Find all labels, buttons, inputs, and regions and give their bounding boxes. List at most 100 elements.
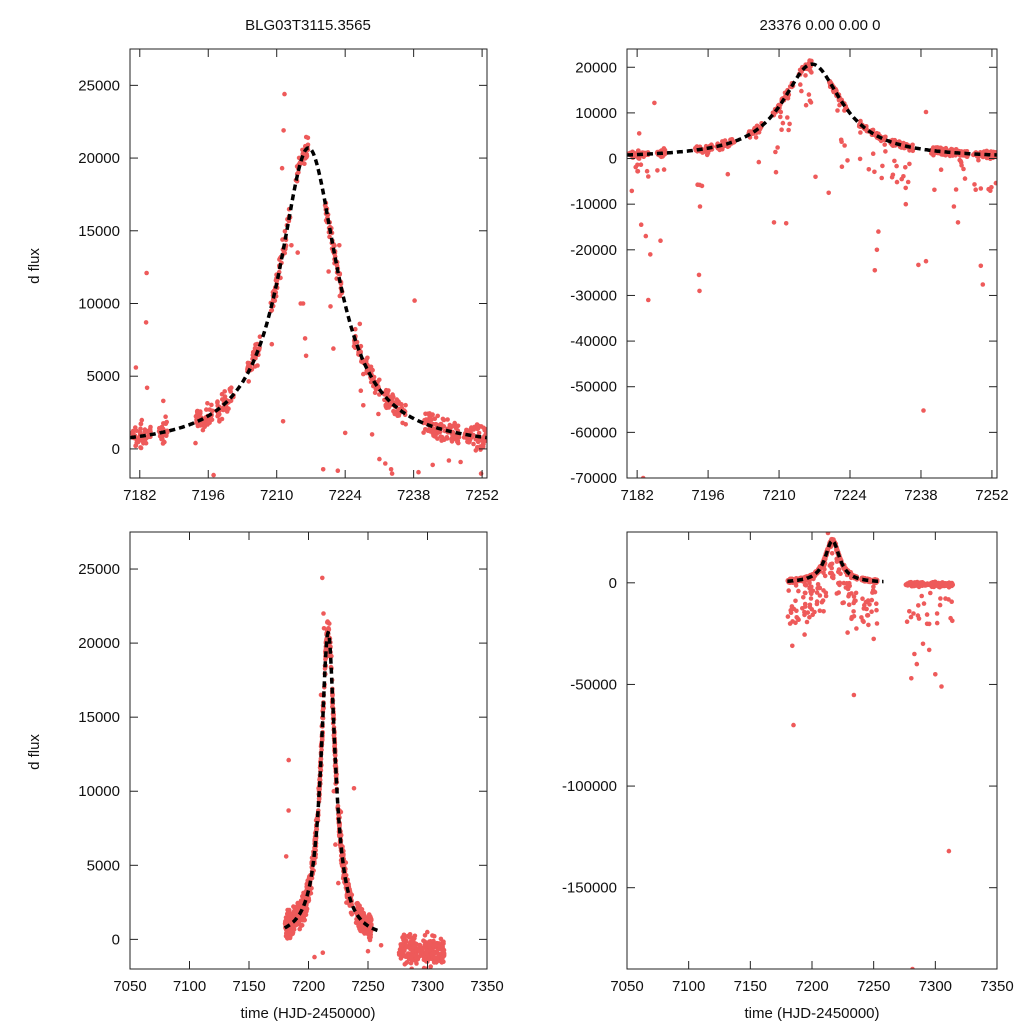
data-point [802,632,807,637]
data-point [903,165,908,170]
data-point [404,945,409,950]
data-point [959,152,964,158]
data-point [407,935,412,940]
data-point [720,139,725,144]
data-point [437,429,442,435]
data-point [775,145,780,150]
data-point [440,955,445,961]
data-point [780,120,786,126]
title-left: BLG03T3115.3565 [245,17,371,34]
data-point [461,435,467,440]
x-tick-label: 7200 [795,978,828,995]
data-point [793,598,798,604]
data-point [907,609,912,614]
data-point [859,615,864,620]
data-point [450,423,456,429]
data-point [304,895,310,901]
data-point [319,747,324,753]
x-tick-label: 7224 [833,487,866,504]
x-tick-label: 7350 [980,978,1013,995]
data-point [331,346,336,351]
x-tick-label: 7150 [734,978,767,995]
data-point [979,152,984,157]
data-point [819,599,825,605]
y-tick-label: 25000 [78,77,120,94]
data-point [807,98,813,104]
data-point [817,608,823,613]
data-point [796,588,801,594]
data-point [251,349,257,355]
data-point [842,143,847,148]
data-point [801,595,806,600]
data-point [210,408,215,414]
data-point [290,923,295,928]
axes-frame [129,48,488,479]
x-tick-label: 7238 [397,487,430,504]
data-point [845,583,851,589]
data-point [282,229,288,234]
data-point [978,263,984,269]
data-point [209,402,214,408]
data-point [424,942,429,947]
data-point [916,262,921,268]
data-point [709,142,714,147]
data-point [837,102,842,108]
data-point [330,693,335,698]
data-point [883,149,888,154]
x-tick-label: 7238 [904,487,937,504]
data-point [874,601,879,606]
data-point [912,582,917,588]
data-point [661,167,667,172]
data-point [919,593,924,599]
data-point [337,243,342,248]
data-point [364,917,369,923]
data-point [286,907,292,913]
x-tick-label: 7250 [857,978,890,995]
data-point [302,917,307,923]
data-point [364,370,369,376]
data-point [402,962,408,967]
data-point [289,243,294,248]
data-point [140,437,145,442]
data-point [863,599,869,605]
data-point [295,900,301,906]
data-point [636,131,642,136]
data-point [851,594,857,599]
data-point [644,168,650,174]
data-point [851,609,856,614]
data-point [431,968,433,969]
data-point [253,356,258,361]
data-point [640,475,646,478]
data-point [920,641,926,647]
data-point [274,278,280,283]
data-point [845,158,850,163]
data-point [351,786,357,791]
data-point [348,910,354,916]
panel-bottom-left: 7050 7100 7150 7200 7250 7300 7350 0 5000 10000 15… [78,531,504,995]
data-point [215,399,220,404]
data-point [478,471,484,476]
data-point [853,590,859,596]
data-point [326,269,331,274]
data-point [732,139,737,145]
data-point [252,345,258,351]
data-point [638,162,644,167]
data-point [211,472,216,478]
data-point [955,220,961,225]
y-tick-label: 15000 [78,223,120,240]
data-point [144,385,150,391]
data-point [851,692,857,698]
data-point [394,397,400,402]
y-tick-label: 10000 [575,105,617,122]
data-point [144,270,149,276]
data-point [428,947,434,953]
data-point [925,581,930,587]
model-curve [130,146,487,440]
data-point [245,360,251,366]
data-point [903,185,908,191]
data-point [409,966,414,969]
data-point [414,961,419,966]
data-point [377,377,382,383]
data-point [342,430,348,436]
data-point [205,401,210,406]
